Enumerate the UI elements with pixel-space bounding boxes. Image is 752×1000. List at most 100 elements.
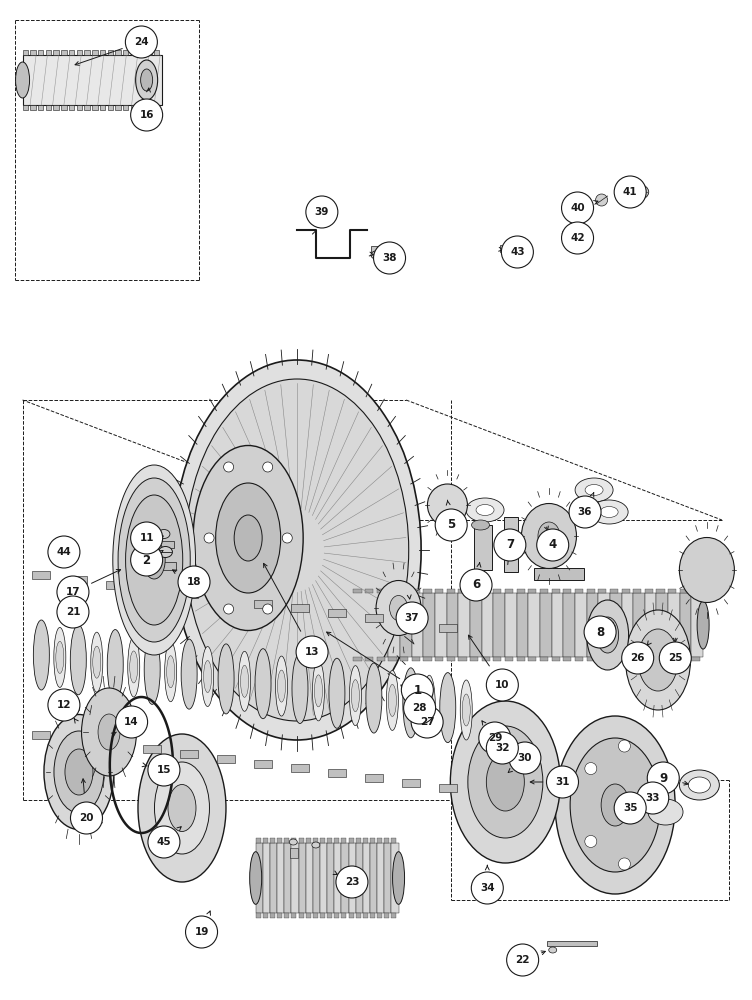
Bar: [38, 105, 44, 110]
Bar: [645, 593, 656, 657]
Ellipse shape: [626, 184, 649, 200]
Bar: [158, 562, 176, 570]
Bar: [353, 657, 362, 661]
Ellipse shape: [688, 777, 711, 793]
Ellipse shape: [450, 701, 560, 863]
Circle shape: [223, 462, 234, 472]
Text: 28: 28: [412, 703, 427, 713]
Circle shape: [537, 529, 569, 561]
Ellipse shape: [555, 716, 675, 894]
Bar: [587, 589, 595, 593]
Ellipse shape: [98, 714, 120, 750]
Bar: [384, 838, 390, 843]
Bar: [349, 843, 356, 913]
Ellipse shape: [216, 483, 280, 593]
Bar: [106, 741, 124, 749]
Bar: [108, 50, 113, 55]
Circle shape: [494, 529, 526, 561]
Bar: [447, 657, 455, 661]
Bar: [656, 593, 668, 657]
Bar: [254, 760, 272, 768]
Bar: [388, 593, 400, 657]
Text: 17: 17: [65, 587, 80, 597]
Bar: [341, 913, 347, 918]
Ellipse shape: [16, 62, 29, 98]
Ellipse shape: [168, 784, 196, 832]
Bar: [540, 589, 548, 593]
Ellipse shape: [138, 734, 226, 882]
Bar: [69, 105, 74, 110]
Ellipse shape: [679, 538, 735, 602]
Text: 18: 18: [186, 577, 202, 587]
Bar: [180, 590, 198, 598]
Bar: [370, 913, 375, 918]
Bar: [313, 838, 318, 843]
Ellipse shape: [108, 630, 123, 700]
Text: 16: 16: [139, 110, 154, 120]
Text: 44: 44: [56, 547, 71, 557]
Bar: [23, 105, 28, 110]
Text: 6: 6: [472, 578, 480, 591]
Ellipse shape: [56, 641, 64, 673]
Ellipse shape: [275, 656, 287, 716]
Bar: [131, 50, 136, 55]
Text: 38: 38: [382, 253, 397, 263]
Ellipse shape: [314, 675, 323, 707]
Ellipse shape: [329, 658, 345, 728]
Circle shape: [509, 742, 541, 774]
Bar: [154, 105, 159, 110]
Ellipse shape: [566, 231, 578, 239]
Bar: [493, 657, 502, 661]
Ellipse shape: [193, 446, 303, 631]
Text: 29: 29: [487, 733, 502, 743]
Text: 5: 5: [447, 518, 455, 532]
Bar: [363, 843, 370, 913]
Text: 10: 10: [495, 680, 510, 690]
Bar: [458, 589, 466, 593]
Ellipse shape: [167, 656, 174, 688]
Bar: [551, 657, 559, 661]
Circle shape: [148, 826, 180, 858]
Text: 40: 40: [570, 203, 585, 213]
Circle shape: [562, 222, 593, 254]
Text: 30: 30: [517, 753, 532, 763]
Circle shape: [569, 496, 601, 528]
Bar: [77, 50, 82, 55]
Ellipse shape: [44, 714, 114, 830]
Bar: [528, 593, 540, 657]
Bar: [299, 838, 304, 843]
Ellipse shape: [350, 666, 362, 726]
Bar: [621, 593, 633, 657]
Bar: [610, 593, 621, 657]
Circle shape: [502, 236, 533, 268]
Ellipse shape: [55, 547, 62, 553]
Bar: [500, 245, 520, 252]
Ellipse shape: [423, 675, 435, 735]
Bar: [277, 913, 282, 918]
Bar: [587, 593, 599, 657]
Bar: [123, 105, 129, 110]
Ellipse shape: [292, 653, 308, 723]
Bar: [423, 657, 432, 661]
Circle shape: [487, 732, 518, 764]
Bar: [327, 838, 332, 843]
Bar: [534, 568, 584, 580]
Bar: [384, 843, 391, 913]
Bar: [284, 843, 292, 913]
Circle shape: [71, 802, 102, 834]
Circle shape: [584, 616, 616, 648]
Bar: [108, 105, 113, 110]
Ellipse shape: [92, 646, 101, 678]
Ellipse shape: [587, 600, 629, 670]
Bar: [356, 843, 363, 913]
Bar: [284, 838, 290, 843]
Bar: [365, 774, 383, 782]
Bar: [587, 657, 595, 661]
Bar: [69, 736, 87, 744]
Bar: [610, 589, 618, 593]
Ellipse shape: [487, 753, 524, 811]
Bar: [371, 246, 385, 252]
Text: 32: 32: [495, 743, 510, 753]
Ellipse shape: [312, 842, 320, 848]
Text: 25: 25: [668, 653, 683, 663]
